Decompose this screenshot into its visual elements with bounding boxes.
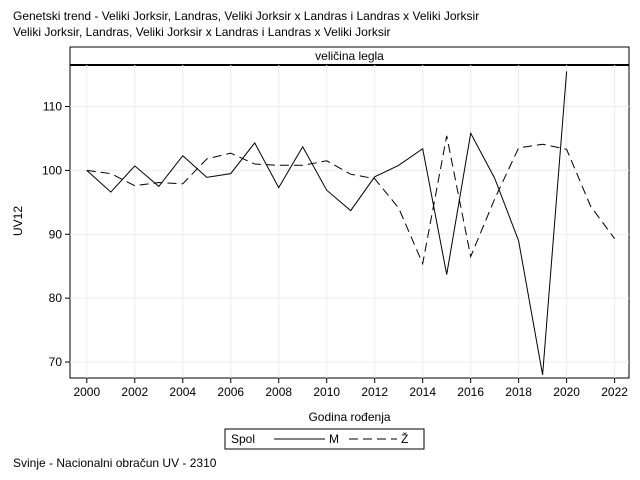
y-tick-label: 100: [42, 163, 62, 177]
series-lines: [86, 71, 616, 375]
x-tick-label: 2020: [553, 385, 580, 399]
x-tick-label: 2018: [505, 385, 532, 399]
x-tick-label: 2000: [73, 385, 100, 399]
legend-label-z: Ž: [401, 431, 408, 446]
series-line-m: [86, 71, 568, 375]
x-tick-label: 2012: [361, 385, 388, 399]
x-tick-label: 2016: [457, 385, 484, 399]
x-axis-label: Godina rođenja: [308, 410, 390, 424]
x-tick-label: 2008: [265, 385, 292, 399]
grid-lines: [70, 65, 629, 378]
x-tick-label: 2022: [601, 385, 628, 399]
x-tick-label: 2014: [409, 385, 436, 399]
legend: Spol M Ž: [224, 428, 425, 450]
y-tick-label: 80: [49, 291, 63, 305]
panel-header-label: veličina legla: [315, 49, 384, 63]
y-tick-label: 70: [49, 355, 63, 369]
y-axis-label: UV12: [11, 206, 25, 236]
axes: 2000 2002 2004 2006 2008 2010 2012 2014 2016 2018…: [42, 100, 628, 399]
footnote: Svinje - Nacionalni obračun UV - 2310: [13, 456, 217, 470]
chart-title-line-1: Genetski trend - Veliki Jorksir, Landras…: [13, 9, 480, 23]
x-tick-label: 2002: [121, 385, 148, 399]
plot-frame: [69, 64, 630, 379]
y-tick-label: 110: [43, 100, 62, 114]
chart-title-line-2: Veliki Jorksir, Landras, Veliki Jorksir …: [13, 25, 391, 39]
x-tick-label: 2010: [313, 385, 340, 399]
y-tick-label: 90: [49, 227, 63, 241]
x-tick-label: 2006: [217, 385, 244, 399]
legend-title: Spol: [231, 432, 255, 446]
legend-label-m: M: [329, 432, 339, 446]
series-line-z: [86, 135, 616, 266]
x-tick-label: 2004: [169, 385, 196, 399]
